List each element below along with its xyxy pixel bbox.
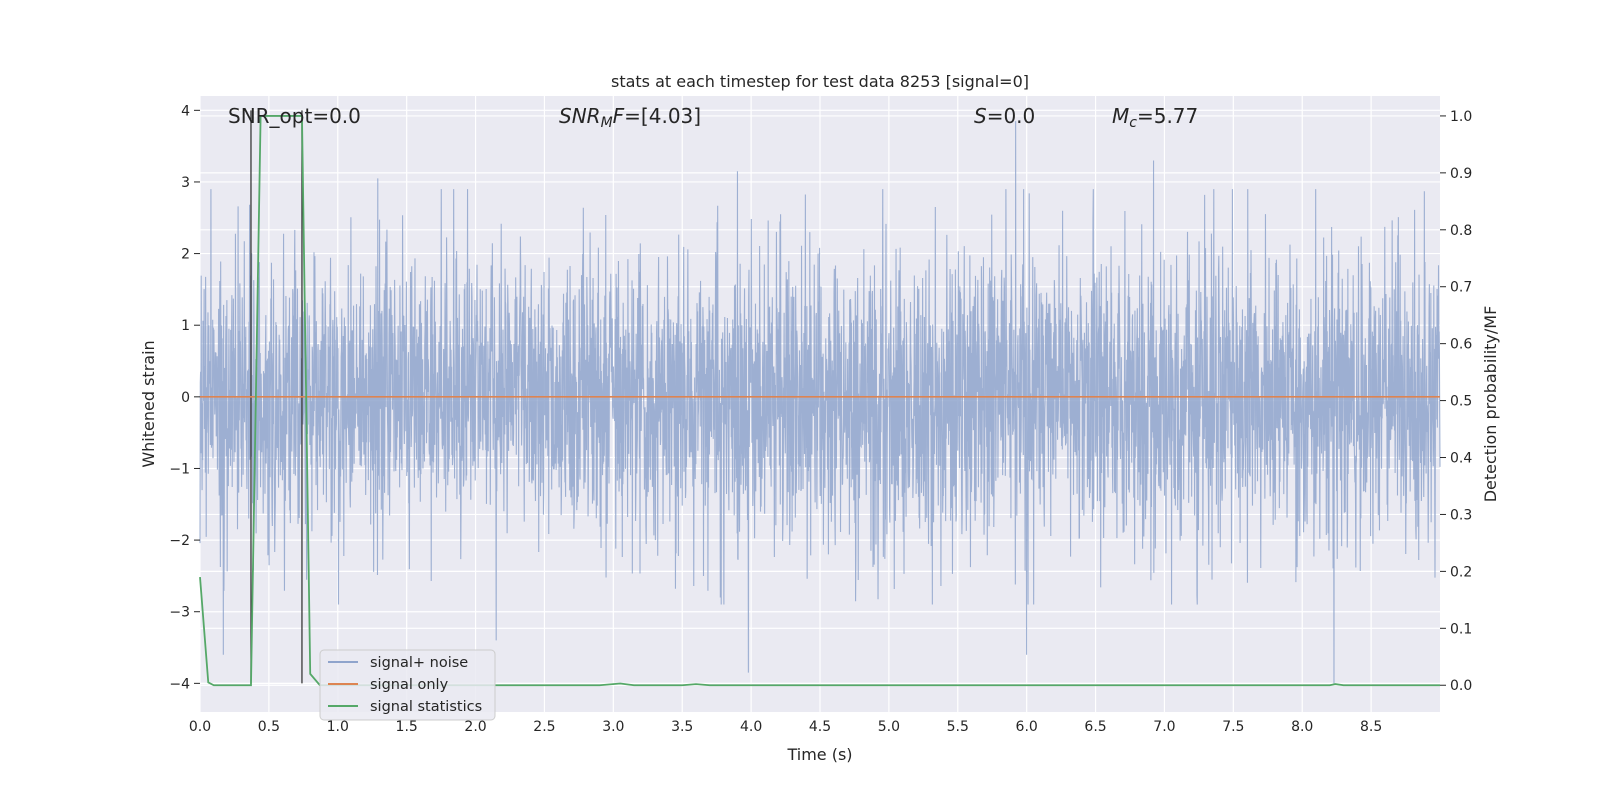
y-left-tick-label: −1 <box>169 461 190 477</box>
y-left-tick-label: 4 <box>181 103 190 119</box>
tick-labels: 0.0 0.5 1.0 1.5 2.0 2.5 3.0 3.5 4.0 4.5 5.0 5.5 6.0 6… <box>169 103 1472 735</box>
y-left-tick-label: 2 <box>181 247 190 263</box>
y-axis-left-label: Whitened strain <box>139 340 158 467</box>
snr-mf-sub: M <box>601 115 613 131</box>
y-right-tick-label: 0.9 <box>1450 166 1472 182</box>
snr-mf-tail: =[4.03] <box>624 104 701 128</box>
y-left-tick-label: −3 <box>169 605 190 621</box>
x-tick-label: 8.5 <box>1360 719 1382 735</box>
x-tick-label: 7.0 <box>1153 719 1175 735</box>
x-tick-label: 7.5 <box>1222 719 1244 735</box>
chart-title: stats at each timestep for test data 825… <box>611 72 1029 91</box>
y-axis-right-label: Detection probability/MF <box>1481 306 1500 503</box>
signal-noise-line <box>199 121 1441 684</box>
x-tick-label: 6.5 <box>1084 719 1106 735</box>
x-tick-label: 6.0 <box>1016 719 1038 735</box>
s-annotation: S=0.0 <box>974 104 1035 128</box>
y-right-tick-label: 1.0 <box>1450 109 1472 125</box>
y-left-tick-label: 0 <box>181 390 190 406</box>
y-right-tick-label: 0.1 <box>1450 621 1472 637</box>
x-tick-label: 1.0 <box>327 719 349 735</box>
snr-opt-annotation: SNR_opt=0.0 <box>228 104 361 128</box>
series-lines <box>199 110 1440 687</box>
y-left-tick-label: −2 <box>169 533 190 549</box>
mc-main: M <box>1112 104 1129 128</box>
y-right-tick-label: 0.7 <box>1450 280 1472 296</box>
x-axis-label: Time (s) <box>786 745 852 764</box>
legend-label-signal-only: signal only <box>370 677 449 693</box>
s-tail: =0.0 <box>987 104 1036 128</box>
y-right-tick-label: 0.8 <box>1450 223 1472 239</box>
x-tick-label: 5.5 <box>947 719 969 735</box>
x-tick-label: 8.0 <box>1291 719 1313 735</box>
y-right-tick-label: 0.3 <box>1450 507 1472 523</box>
x-tick-label: 2.5 <box>533 719 555 735</box>
x-tick-label: 5.0 <box>878 719 900 735</box>
annotations: SNR_opt=0.0 SNRMF=[4.03] S=0.0 Mc=5.77 <box>228 104 1198 131</box>
mc-annotation: Mc=5.77 <box>1112 104 1198 131</box>
x-tick-label: 2.0 <box>464 719 486 735</box>
x-tick-label: 4.0 <box>740 719 762 735</box>
x-tick-label: 0.5 <box>258 719 280 735</box>
legend-label-signal-statistics: signal statistics <box>370 699 482 715</box>
snr-mf-main: SNR <box>559 104 601 128</box>
mc-tail: =5.77 <box>1137 104 1198 128</box>
snr-mf-annotation: SNRMF=[4.03] <box>559 104 701 131</box>
y-left-tick-label: 3 <box>181 175 190 191</box>
y-left-tick-label: 1 <box>181 318 190 334</box>
x-tick-label: 0.0 <box>189 719 211 735</box>
legend-label-signal-noise: signal+ noise <box>370 655 468 671</box>
x-tick-label: 1.5 <box>396 719 418 735</box>
legend: signal+ noise signal only signal statist… <box>319 649 496 721</box>
signal-statistics-line <box>199 115 1440 687</box>
x-tick-label: 3.0 <box>602 719 624 735</box>
y-right-tick-label: 0.5 <box>1450 394 1472 410</box>
mc-sub: c <box>1129 115 1137 131</box>
x-tick-label: 4.5 <box>809 719 831 735</box>
y-right-tick-label: 0.6 <box>1450 337 1472 353</box>
snr-mf-tail-italic: F <box>613 104 625 128</box>
legend-box <box>319 649 496 721</box>
y-left-tick-label: −4 <box>169 676 190 692</box>
y-right-tick-label: 0.2 <box>1450 564 1472 580</box>
y-right-tick-label: 0.4 <box>1450 451 1472 467</box>
y-right-tick-label: 0.0 <box>1450 678 1472 694</box>
x-tick-label: 3.5 <box>671 719 693 735</box>
s-main: S <box>974 104 987 128</box>
signal-noise-series <box>199 121 1441 684</box>
